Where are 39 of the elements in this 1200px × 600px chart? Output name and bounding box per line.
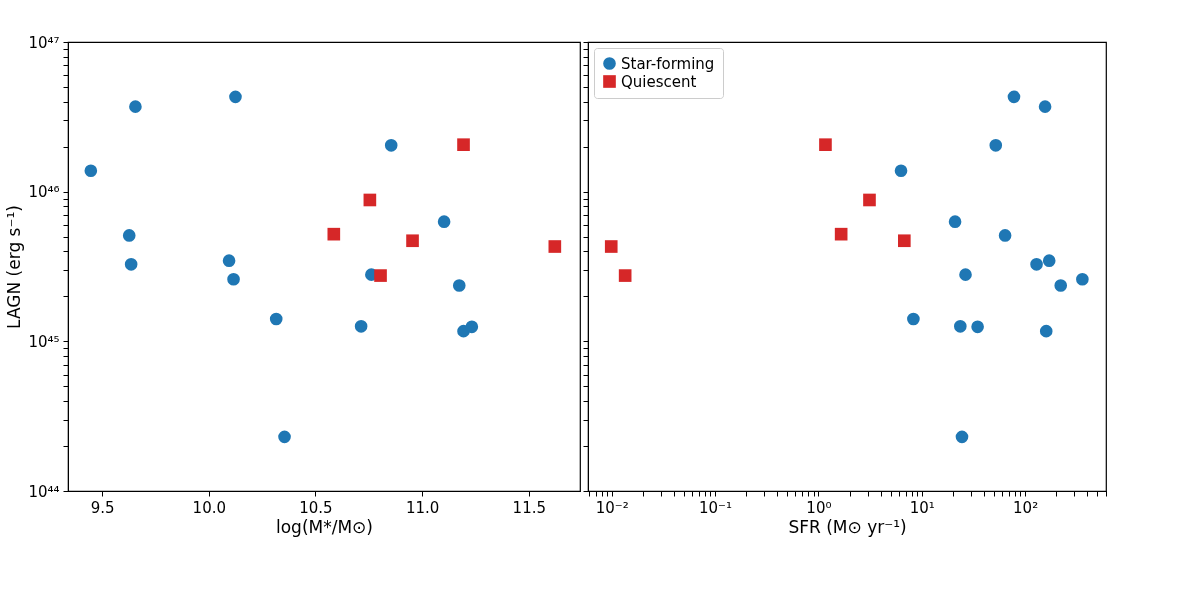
x-tick-label: 10¹ — [909, 498, 935, 517]
point — [269, 312, 283, 326]
point — [122, 229, 136, 242]
point — [452, 279, 466, 292]
point — [84, 164, 98, 178]
point — [354, 320, 368, 333]
point — [227, 272, 240, 286]
legend-label: Quiescent — [621, 72, 697, 91]
x-tick-label: 11.0 — [405, 498, 440, 517]
x-axis-title: SFR (M⊙ yr⁻¹) — [788, 516, 907, 537]
point — [327, 227, 341, 241]
x-tick-label: 10² — [1013, 498, 1039, 517]
point — [363, 193, 377, 207]
x-axis-title: log(M*/M⊙) — [276, 516, 373, 537]
x-tick-label: 10.5 — [299, 498, 333, 517]
x-tick-label: 10⁻¹ — [699, 498, 733, 517]
point — [124, 258, 138, 271]
point — [457, 138, 470, 152]
point — [222, 254, 236, 267]
point — [437, 215, 451, 229]
point — [129, 100, 142, 113]
x-tick-label: 10⁻² — [595, 498, 629, 517]
point — [548, 240, 562, 253]
x-tick-label: 11.5 — [512, 498, 546, 517]
point — [229, 90, 242, 104]
legend-label: Star-forming — [621, 54, 715, 73]
point — [278, 430, 291, 444]
y-tick-label: 10⁴⁵ — [28, 332, 60, 351]
x-tick-label: 10⁰ — [806, 498, 832, 517]
x-tick-label: 10.0 — [192, 498, 226, 517]
y-tick-label: 10⁴⁶ — [28, 183, 60, 202]
y-tick-label: 10⁴⁷ — [28, 33, 60, 52]
point — [406, 234, 419, 248]
y-axis-title: LAGN (erg s⁻¹) — [4, 205, 25, 329]
point — [384, 139, 398, 152]
point — [374, 269, 387, 282]
point — [465, 320, 479, 334]
y-tick-label: 10⁴⁴ — [28, 482, 60, 501]
x-tick-label: 9.5 — [90, 498, 115, 517]
